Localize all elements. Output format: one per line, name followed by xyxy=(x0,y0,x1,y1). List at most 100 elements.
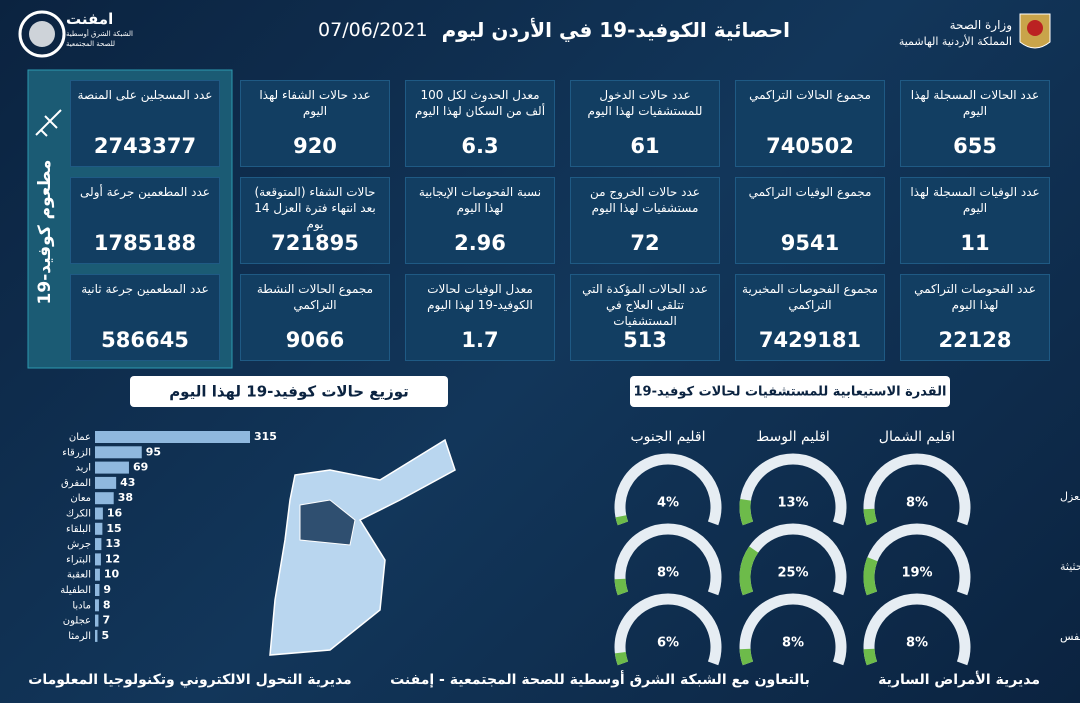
stat-label: عدد حالات الدخول للمستشفيات لهذا اليوم xyxy=(587,88,703,118)
category-label: اربد xyxy=(75,463,91,474)
stat-value: 9066 xyxy=(285,328,345,352)
bar xyxy=(95,446,142,459)
category-label: البتراء xyxy=(66,554,91,565)
bar xyxy=(95,599,99,612)
stat-box: عدد الفحوصات التراكمي لهذا اليوم 22128 xyxy=(900,274,1050,361)
logo-globe xyxy=(29,21,55,47)
gauge-value xyxy=(863,648,878,666)
stat-label: عدد المطعمين جرعة ثانية xyxy=(81,282,209,296)
date: 07/06/2021 xyxy=(318,19,428,41)
stat-value: 2743377 xyxy=(93,134,197,158)
gauge-label: 8% xyxy=(782,636,804,651)
gauge-value xyxy=(614,651,629,666)
stat-box: عدد المطعمين جرعة أولى 1785188 xyxy=(70,177,220,264)
value-label: 315 xyxy=(254,430,277,443)
chart-title: توزيع حالات كوفيد-19 لهذا اليوم xyxy=(169,383,409,401)
stat-value: 655 xyxy=(953,134,997,158)
gauge-track xyxy=(863,593,971,666)
region-label: اقليم الجنوب xyxy=(630,429,705,445)
stat-box: مجموع الوفيات التراكمي 9541 xyxy=(735,177,885,264)
gauge-track xyxy=(614,523,722,596)
stat-box: معدل الحدوث لكل 100 ألف من السكان لهذا ا… xyxy=(405,80,555,167)
stat-value: 61 xyxy=(630,134,660,158)
map-amman xyxy=(299,499,356,546)
stat-label: عدد الوفيات المسجلة لهذا اليوم xyxy=(910,185,1040,215)
ministry: وزارة الصحة xyxy=(949,18,1012,32)
gauge-value xyxy=(863,508,878,526)
stat-box: عدد حالات الخروج من مستشفيات لهذا اليوم 7… xyxy=(570,177,720,264)
stat-box: عدد الحالات المؤكدة التي تتلقى العلاج في… xyxy=(570,274,720,361)
stat-label: مجموع الوفيات التراكمي xyxy=(748,185,872,199)
gauge-label: 19% xyxy=(901,566,932,581)
stat-box: نسبة الفحوصات الإيجابية لهذا اليوم 2.96 xyxy=(405,177,555,264)
value-label: 15 xyxy=(106,522,121,535)
row-label: نسبة اشغال أسرة العناية الحثيثة xyxy=(1060,559,1080,573)
value-label: 38 xyxy=(118,491,133,504)
footer-middle: بالتعاون مع الشبكة الشرق أوسطية للصحة ال… xyxy=(390,672,810,688)
category-label: المفرق xyxy=(61,478,91,489)
stat-label: عدد المسجلين على المنصة xyxy=(77,88,213,102)
category-label: عمان xyxy=(69,432,91,443)
stat-label: مجموع الحالات النشطة التراكمي xyxy=(256,282,374,312)
category-label: العقبة xyxy=(67,570,91,581)
stat-box: مجموع الحالات النشطة التراكمي 9066 xyxy=(240,274,390,361)
stat-label: معدل الحدوث لكل 100 ألف من السكان لهذا ا… xyxy=(414,88,546,118)
stat-label: عدد الحالات المؤكدة التي تتلقى العلاج في… xyxy=(582,282,708,328)
stat-value: 740502 xyxy=(766,134,854,158)
category-label: مادبا xyxy=(72,600,91,611)
gauge-track xyxy=(739,453,847,526)
bar xyxy=(95,461,129,474)
stat-value: 72 xyxy=(630,231,660,255)
stat-box: عدد حالات الشفاء لهذا اليوم 920 xyxy=(240,80,390,167)
stat-value: 920 xyxy=(293,134,337,158)
gauge-track xyxy=(614,593,722,666)
gauge-label: 13% xyxy=(777,496,808,511)
gauge-label: 25% xyxy=(777,566,808,581)
stat-value: 9541 xyxy=(780,231,840,255)
stat-label: حالات الشفاء (المتوقعة) بعد انتهاء فترة … xyxy=(254,185,376,231)
stat-value: 11 xyxy=(960,231,990,255)
stat-value: 6.3 xyxy=(461,134,499,158)
stat-box: مجموع الحالات التراكمي 740502 xyxy=(735,80,885,167)
stat-label: عدد الفحوصات التراكمي لهذا اليوم xyxy=(914,282,1036,312)
brand: امفنت xyxy=(66,10,114,28)
value-label: 8 xyxy=(103,598,111,611)
stat-box: عدد المطعمين جرعة ثانية 586645 xyxy=(70,274,220,361)
bar xyxy=(95,553,101,566)
value-label: 13 xyxy=(105,537,120,550)
stat-value: 22128 xyxy=(938,328,1012,352)
bar xyxy=(95,522,103,535)
value-label: 16 xyxy=(107,507,123,520)
bar-title-box xyxy=(130,376,448,407)
value-label: 69 xyxy=(133,461,148,474)
gauge-label: 6% xyxy=(657,636,679,651)
gauge-label: 8% xyxy=(906,496,928,511)
stat-box: عدد المسجلين على المنصة 2743377 xyxy=(70,80,220,167)
gauge-track xyxy=(863,453,971,526)
stat-value: 721895 xyxy=(271,231,359,255)
stat-box: معدل الوفيات لحالات الكوفيد-19 لهذا اليو… xyxy=(405,274,555,361)
value-label: 95 xyxy=(146,445,161,458)
bar xyxy=(95,584,100,596)
value-label: 9 xyxy=(103,583,111,596)
gauge-value xyxy=(739,648,754,666)
brand-line: الشبكة الشرق أوسطية xyxy=(66,30,133,38)
gauge-value xyxy=(614,578,629,596)
bar xyxy=(95,568,100,581)
crest-center xyxy=(1027,20,1043,36)
footer-right: مديرية الأمراض السارية xyxy=(878,672,1040,688)
region-label: اقليم الوسط xyxy=(756,429,830,445)
stat-label: عدد حالات الشفاء لهذا اليوم xyxy=(259,88,371,118)
gauge-track xyxy=(739,523,847,596)
stat-label: عدد حالات الخروج من مستشفيات لهذا اليوم xyxy=(590,185,700,215)
stat-label: معدل الوفيات لحالات الكوفيد-19 لهذا اليو… xyxy=(427,282,533,312)
stat-value: 2.96 xyxy=(454,231,506,255)
stat-label: مجموع الحالات التراكمي xyxy=(749,88,871,102)
stat-value: 1785188 xyxy=(93,231,197,255)
stat-value: 7429181 xyxy=(758,328,862,352)
brand-line: للصحة المجتمعية xyxy=(66,40,116,48)
stat-box: عدد الوفيات المسجلة لهذا اليوم 11 xyxy=(900,177,1050,264)
region-label: اقليم الشمال xyxy=(879,429,955,445)
